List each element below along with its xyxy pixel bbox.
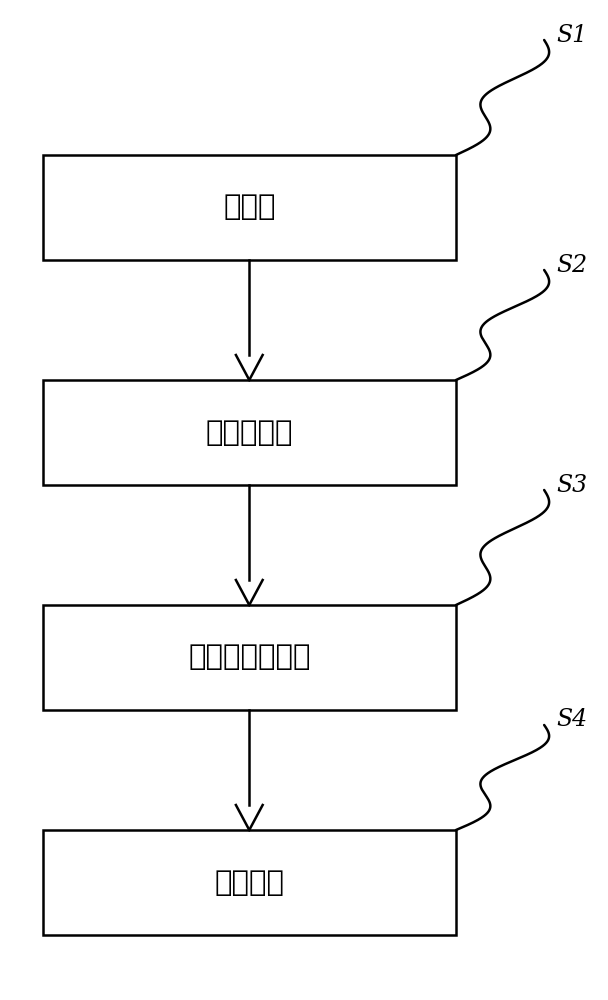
Text: 双轮铣挖掘: 双轮铣挖掘 (206, 418, 293, 446)
Bar (43, 155, 456, 260)
Text: 灌注混凝土胶料: 灌注混凝土胶料 (188, 644, 311, 672)
Text: 预挖掘: 预挖掘 (223, 194, 275, 222)
Text: S1: S1 (556, 23, 587, 46)
Text: S3: S3 (556, 474, 587, 496)
Text: S2: S2 (556, 253, 587, 276)
Bar (43, 830, 456, 935)
Text: 二期槽位: 二期槽位 (214, 868, 285, 896)
Bar (43, 380, 456, 485)
Text: S4: S4 (556, 708, 587, 732)
Bar (43, 605, 456, 710)
